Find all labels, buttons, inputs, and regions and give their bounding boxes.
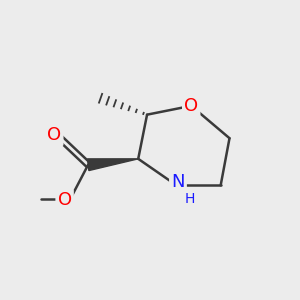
Text: H: H [184,192,195,206]
Text: N: N [171,173,185,191]
Polygon shape [88,159,138,171]
Text: O: O [58,191,72,209]
Text: O: O [47,126,62,144]
Text: O: O [184,97,198,115]
